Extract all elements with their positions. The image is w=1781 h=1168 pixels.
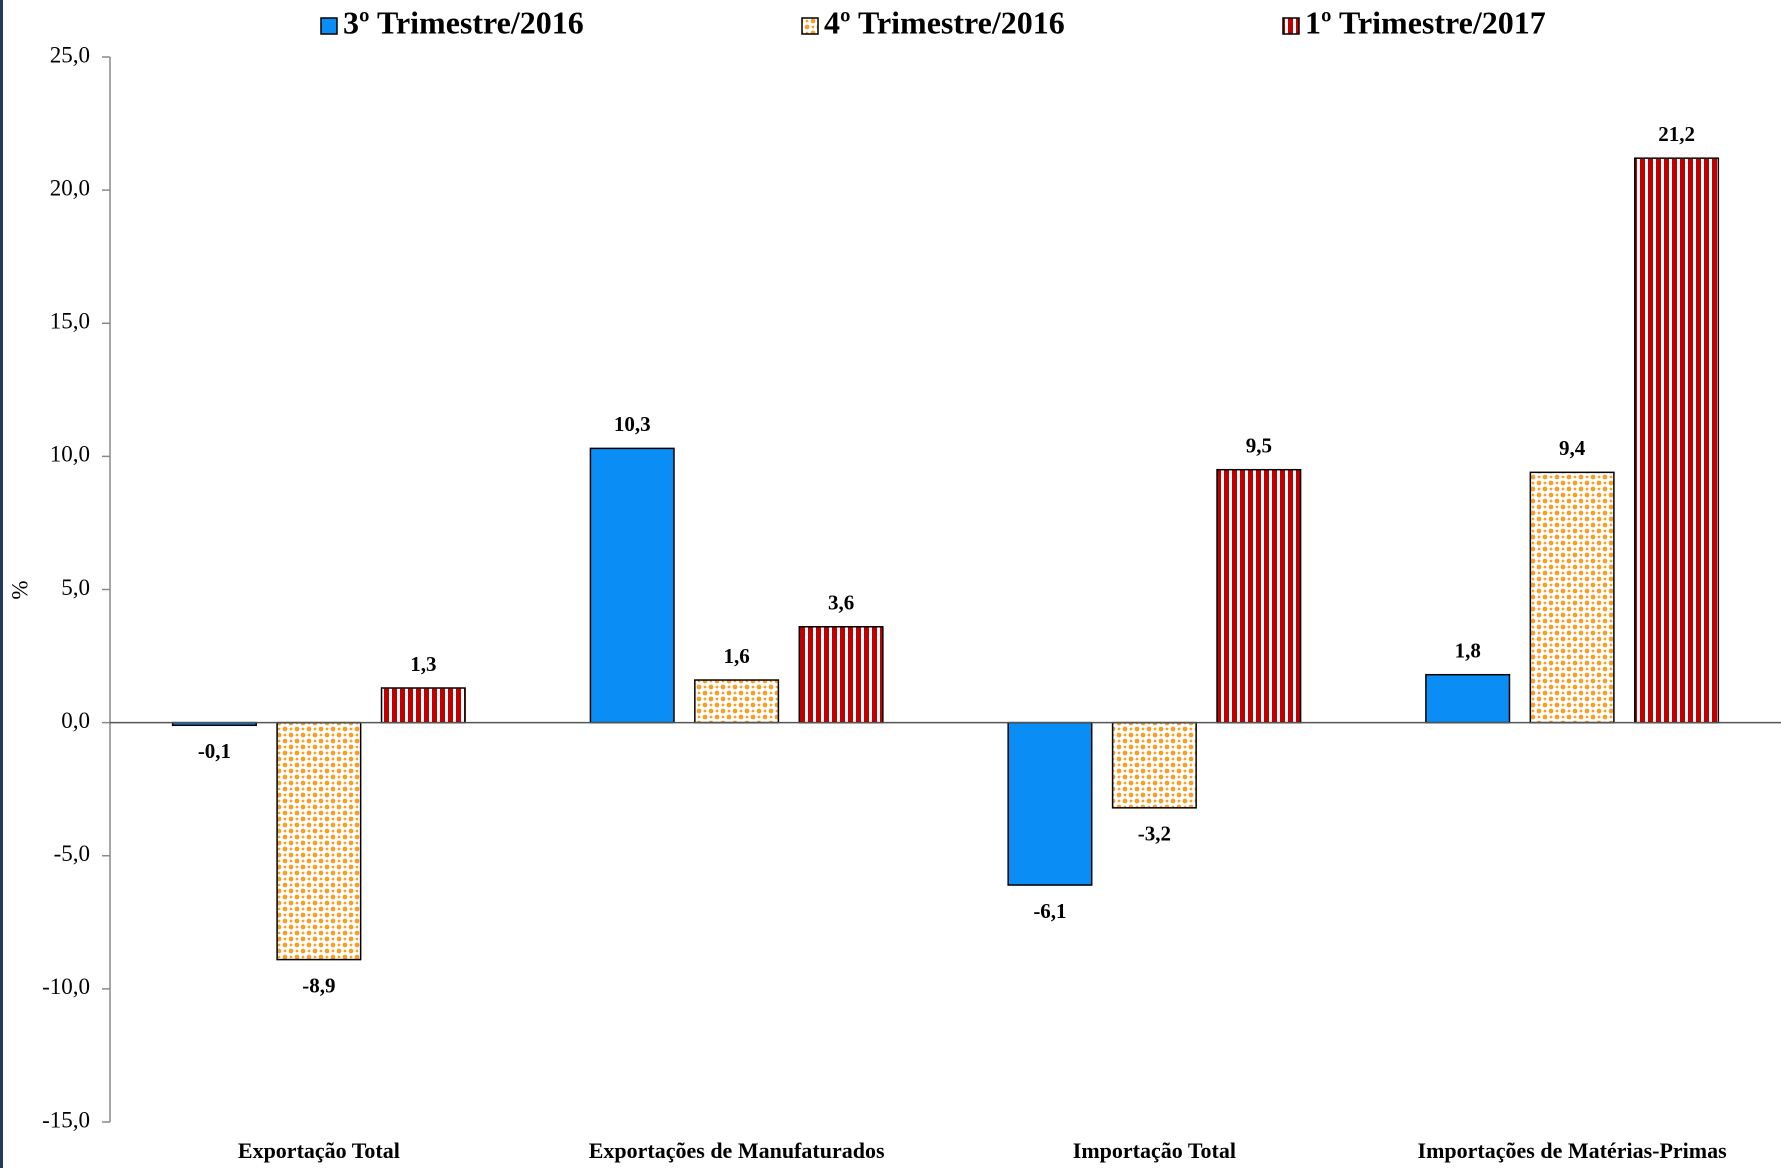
- x-tick-label: Exportação Total: [238, 1138, 400, 1163]
- bar: [276, 721, 362, 961]
- y-tick-label: -10,0: [42, 974, 90, 999]
- y-tick-label: -5,0: [54, 841, 90, 866]
- data-label: 3,6: [828, 591, 854, 615]
- bar: [380, 687, 466, 724]
- legend-swatch: [801, 17, 819, 35]
- bar: [1216, 468, 1302, 724]
- legend-label: 4º Trimestre/2016: [824, 4, 1065, 40]
- x-tick-label: Exportações de Manufaturados: [589, 1138, 885, 1163]
- y-tick-label: 10,0: [50, 442, 90, 467]
- y-tick-label: 0,0: [61, 708, 90, 733]
- data-label: 9,4: [1559, 436, 1586, 460]
- legend-swatch: [1282, 17, 1300, 35]
- y-tick-label: 5,0: [61, 575, 90, 600]
- x-tick-label: Importações de Matérias-Primas: [1418, 1138, 1728, 1163]
- bar: [1634, 157, 1720, 724]
- left-border: [0, 0, 3, 1168]
- bar: [589, 447, 675, 724]
- bar: [1529, 471, 1615, 724]
- bar: [1111, 721, 1197, 809]
- data-label: -3,2: [1138, 822, 1171, 846]
- y-tick-label: 25,0: [50, 42, 90, 67]
- data-label: 1,6: [724, 644, 750, 668]
- data-label: -0,1: [198, 739, 231, 763]
- data-label: -6,1: [1033, 899, 1066, 923]
- data-label: 1,8: [1455, 639, 1481, 663]
- data-label: 10,3: [614, 412, 651, 436]
- legend-label: 1º Trimestre/2017: [1305, 4, 1546, 40]
- y-tick-label: -15,0: [42, 1107, 90, 1132]
- legend-label: 3º Trimestre/2016: [343, 4, 584, 40]
- y-axis-label: %: [7, 580, 32, 599]
- data-label: 21,2: [1658, 122, 1695, 146]
- data-label: 9,5: [1246, 434, 1272, 458]
- x-tick-label: Importação Total: [1073, 1138, 1236, 1163]
- bar: [1007, 721, 1093, 886]
- bar: [1425, 673, 1511, 724]
- legend-swatch: [320, 17, 338, 35]
- y-tick-label: 20,0: [50, 175, 90, 200]
- bar: [694, 679, 780, 724]
- bar: [798, 626, 884, 724]
- data-label: -8,9: [302, 973, 335, 997]
- data-label: 1,3: [410, 652, 436, 676]
- y-tick-label: 15,0: [50, 309, 90, 334]
